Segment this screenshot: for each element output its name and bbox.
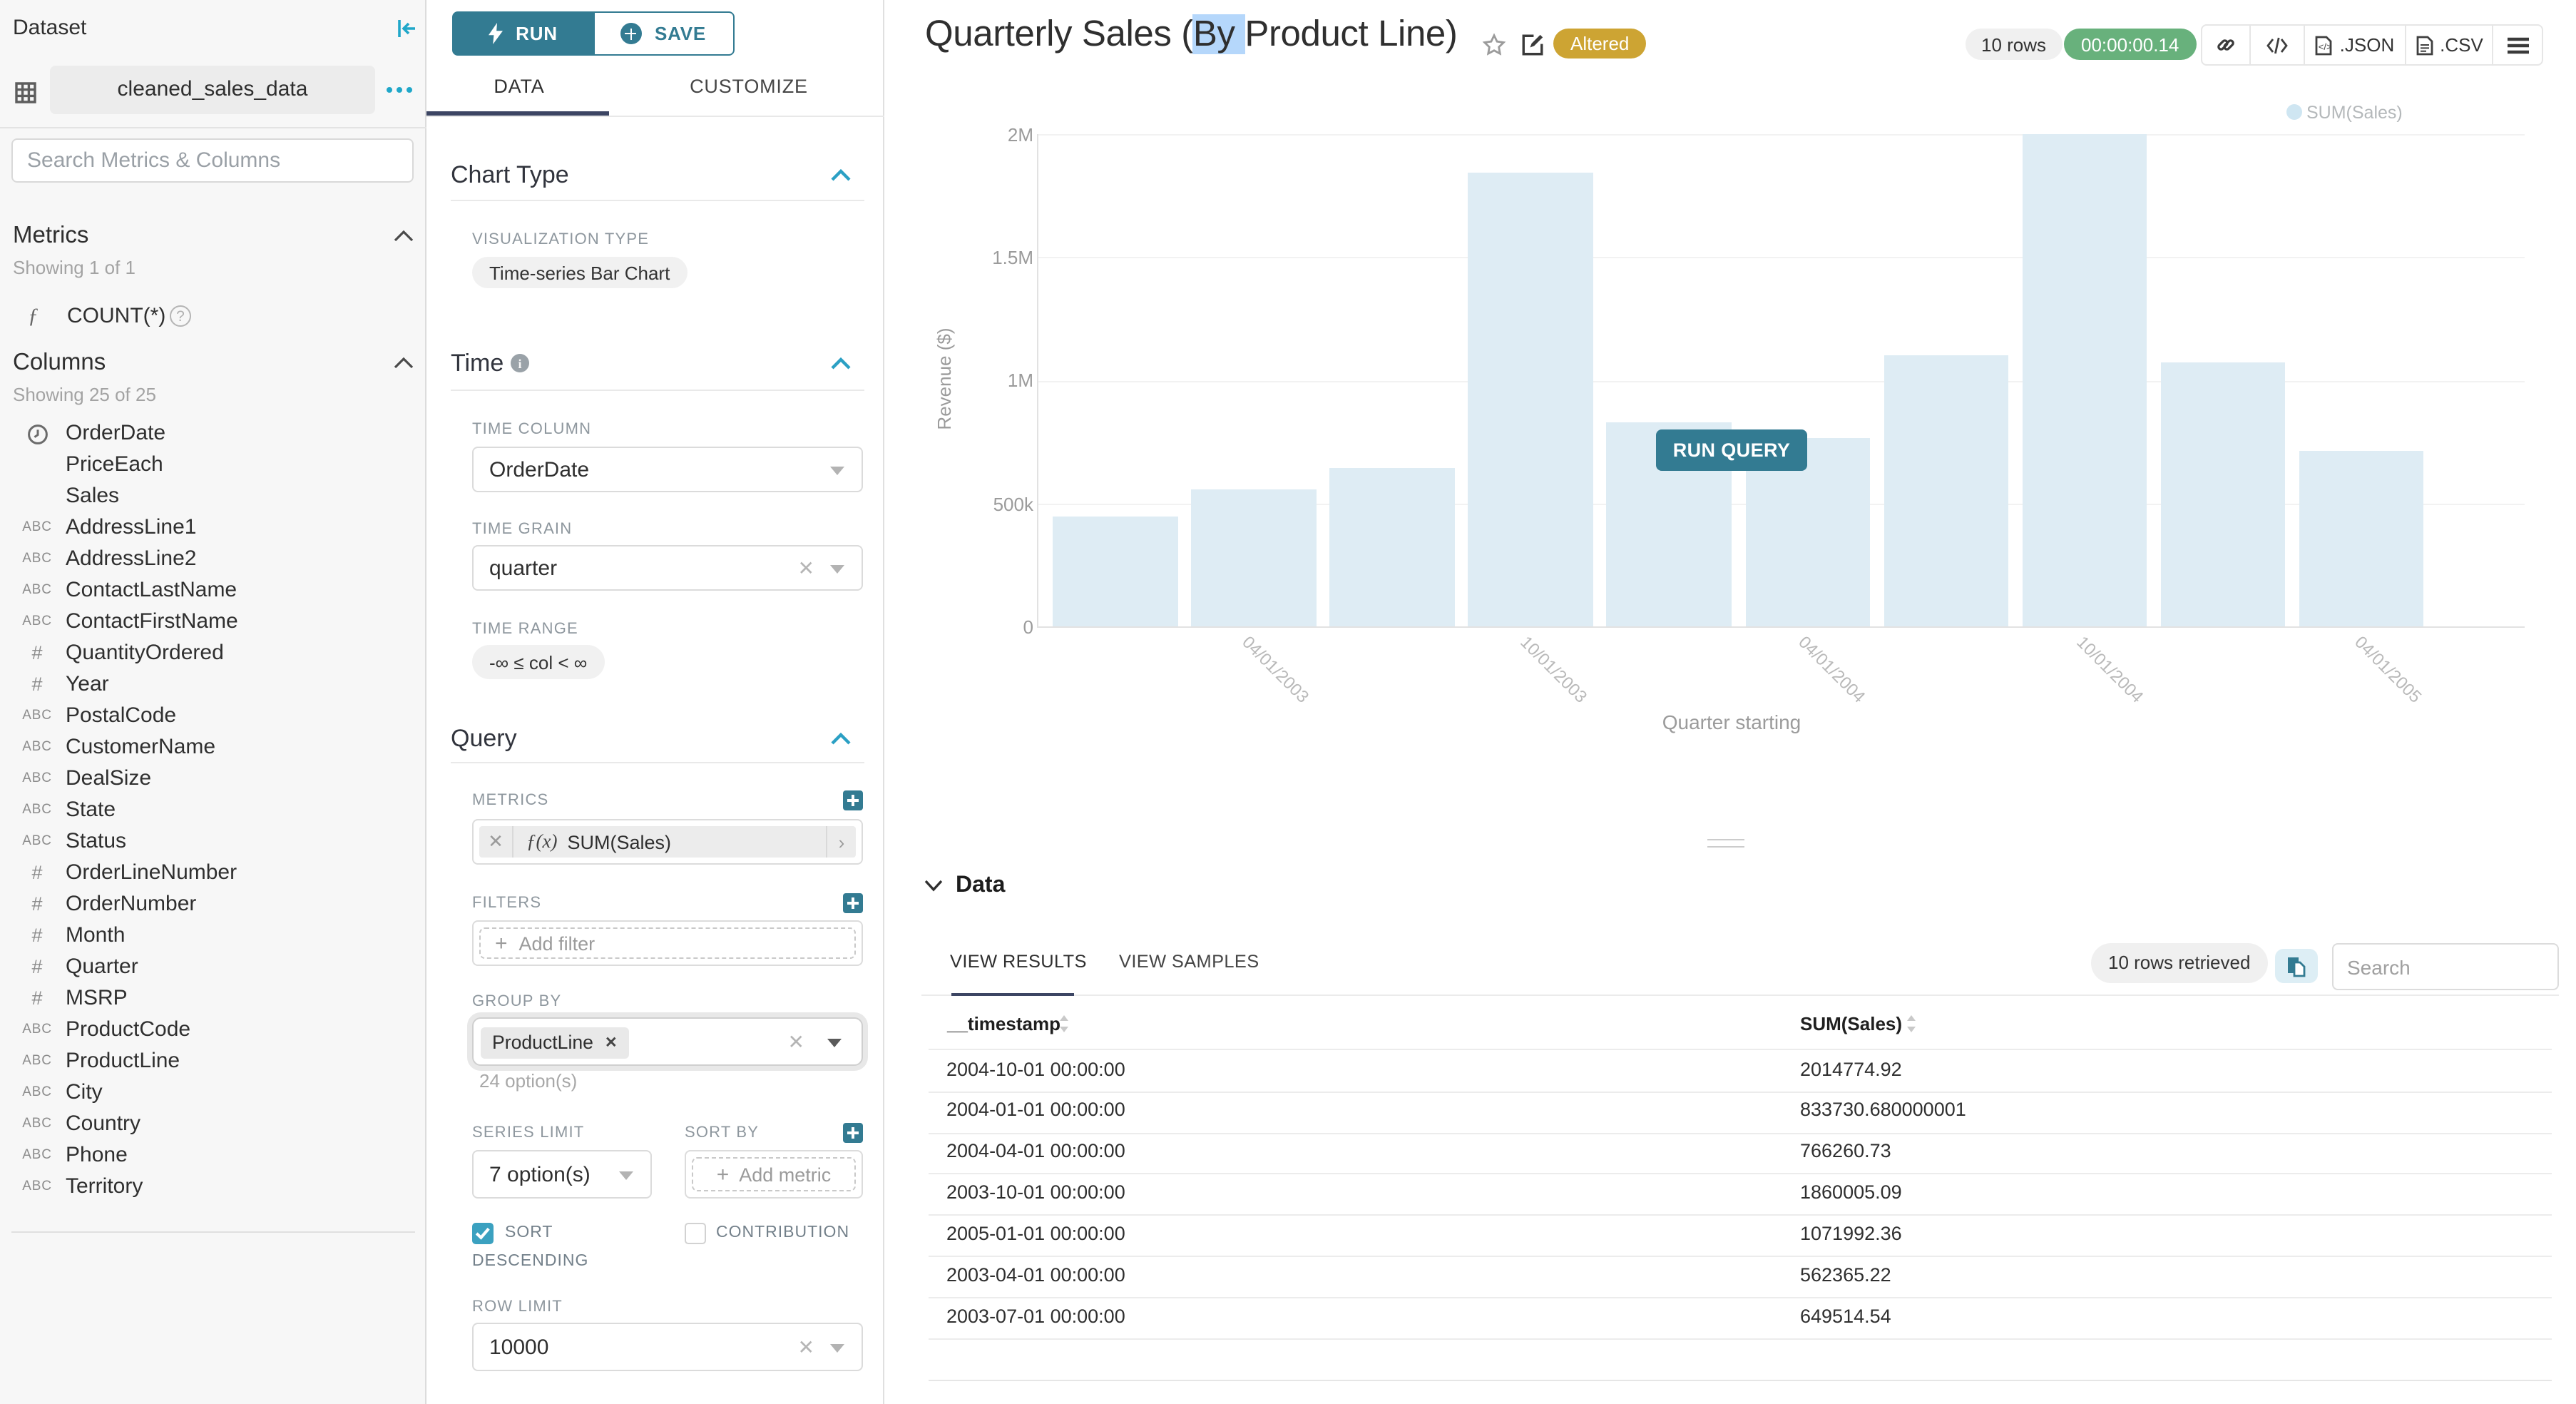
svg-text:</>: </>: [2319, 41, 2332, 51]
